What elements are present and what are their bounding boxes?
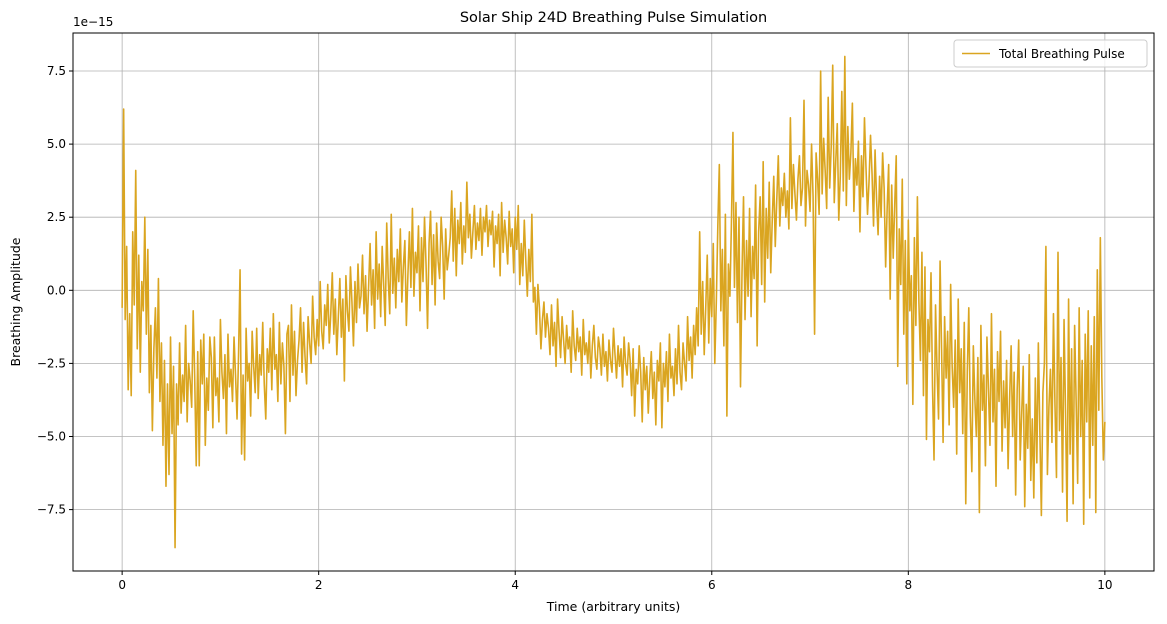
y-tick-label: 7.5: [47, 64, 66, 78]
y-tick-label: 5.0: [47, 137, 66, 151]
x-tick-label: 8: [904, 578, 912, 592]
x-axis: 0 2 4 6 8 10: [118, 571, 1113, 592]
y-tick-label: 0.0: [47, 283, 66, 297]
series-line: [121, 55, 1106, 549]
y-tick-label: −2.5: [37, 356, 66, 370]
x-tick-label: 4: [511, 578, 519, 592]
y-axis-offset-text: 1e−15: [73, 15, 113, 29]
x-axis-label: Time (arbitrary units): [546, 599, 680, 614]
x-tick-label: 0: [118, 578, 126, 592]
y-axis: −7.5 −5.0 −2.5 0.0 2.5 5.0 7.5: [37, 64, 73, 517]
y-axis-label: Breathing Amplitude: [8, 237, 23, 366]
y-tick-label: −7.5: [37, 503, 66, 517]
legend: Total Breathing Pulse: [953, 39, 1148, 68]
plot-area-frame: [72, 32, 1155, 572]
series-layer: [121, 55, 1106, 549]
x-tick-label: 10: [1097, 578, 1112, 592]
y-tick-label: −5.0: [37, 430, 66, 444]
y-tick-label: 2.5: [47, 210, 66, 224]
legend-box: [953, 39, 1148, 68]
x-tick-label: 2: [315, 578, 323, 592]
chart-title: Solar Ship 24D Breathing Pulse Simulatio…: [460, 10, 767, 26]
legend-label: Total Breathing Pulse: [998, 47, 1125, 61]
x-tick-label: 6: [708, 578, 716, 592]
